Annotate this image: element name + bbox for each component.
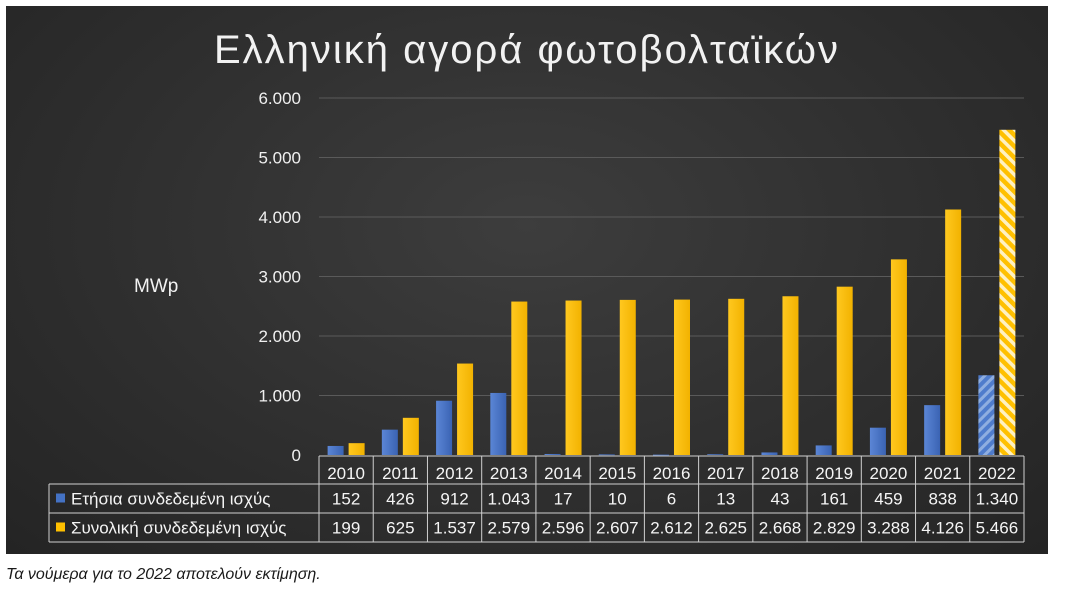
bar-cumulative-2020	[890, 259, 907, 455]
footnote: Τα νούμερα για το 2022 αποτελούν εκτίμησ…	[6, 566, 321, 583]
bar-annual-2013	[490, 392, 507, 455]
y-tick-label: 3.000	[258, 268, 301, 287]
bar-cumulative-2011	[402, 417, 419, 455]
data-label-annual: 459	[874, 490, 902, 509]
data-label-annual: 6	[667, 490, 676, 509]
x-tick-label: 2021	[924, 464, 962, 483]
bar-cumulative-2022	[999, 129, 1016, 455]
chart-panel: 0 1.000 2.000 3.000 4.000 5.000 6.000 2010 2011…	[6, 6, 1048, 554]
data-label-cumulative: 2.607	[596, 519, 639, 538]
bar-cumulative-2019	[836, 286, 853, 455]
x-tick-label: 2020	[870, 464, 908, 483]
legend-swatch	[56, 522, 65, 532]
y-tick-label: 0	[292, 446, 301, 465]
data-label-annual: 17	[554, 490, 573, 509]
bar-annual-2015	[598, 454, 615, 456]
legend-label: Συνολική συνδεδεμένη ισχύς	[71, 519, 287, 538]
bar-annual-2020	[869, 427, 886, 455]
data-label-annual: 10	[608, 490, 627, 509]
x-tick-label: 2016	[653, 464, 691, 483]
bar-annual-2014	[544, 453, 561, 455]
data-label-annual: 1.340	[976, 490, 1019, 509]
bar-annual-2011	[381, 429, 398, 455]
x-tick-label: 2022	[978, 464, 1016, 483]
data-label-cumulative: 4.126	[921, 519, 964, 538]
y-tick-label: 2.000	[258, 327, 301, 346]
data-label-annual: 1.043	[488, 490, 531, 509]
data-label-annual: 838	[928, 490, 956, 509]
bar-annual-2022	[978, 375, 995, 455]
data-label-cumulative: 625	[386, 519, 414, 538]
x-tick-label: 2015	[598, 464, 636, 483]
bar-cumulative-2018	[782, 296, 799, 455]
legend-label: Ετήσια συνδεδεμένη ισχύς	[71, 490, 270, 509]
x-tick-label: 2019	[815, 464, 853, 483]
y-axis-label: MWp	[134, 276, 179, 297]
data-label-annual: 152	[332, 490, 360, 509]
data-label-annual: 43	[771, 490, 790, 509]
x-tick-label: 2013	[490, 464, 528, 483]
x-tick-label: 2012	[436, 464, 474, 483]
data-label-annual: 13	[716, 490, 735, 509]
bar-annual-2012	[436, 400, 453, 455]
data-label-cumulative: 1.537	[433, 519, 476, 538]
bar-cumulative-2010	[348, 443, 365, 455]
x-tick-label: 2018	[761, 464, 799, 483]
data-label-cumulative: 2.668	[759, 519, 802, 538]
bar-annual-2017	[707, 454, 724, 456]
data-label-cumulative: 5.466	[976, 519, 1019, 538]
bar-cumulative-2014	[565, 300, 582, 455]
data-label-annual: 426	[386, 490, 414, 509]
x-tick-label: 2014	[544, 464, 582, 483]
chart-svg: 0 1.000 2.000 3.000 4.000 5.000 6.000 2010 2011…	[48, 89, 1025, 543]
legend-swatch	[56, 493, 65, 503]
bar-annual-2018	[761, 452, 778, 455]
bar-cumulative-2012	[457, 363, 474, 455]
bar-annual-2016	[653, 454, 669, 456]
data-label-annual: 912	[440, 490, 468, 509]
data-label-cumulative: 2.829	[813, 519, 856, 538]
bar-cumulative-2015	[619, 299, 636, 455]
data-label-cumulative: 2.596	[542, 519, 585, 538]
bar-annual-2021	[924, 405, 941, 455]
bar-cumulative-2013	[511, 301, 528, 455]
data-label-annual: 161	[820, 490, 848, 509]
bar-annual-2019	[815, 445, 832, 455]
x-tick-label: 2011	[382, 464, 419, 483]
bar-cumulative-2021	[945, 209, 962, 455]
y-tick-label: 1.000	[258, 387, 301, 406]
bar-cumulative-2017	[728, 298, 745, 455]
x-tick-label: 2010	[327, 464, 365, 483]
data-label-cumulative: 2.612	[650, 519, 693, 538]
x-tick-label: 2017	[707, 464, 745, 483]
chart-title: Ελληνική αγορά φωτοβολταϊκών	[213, 28, 841, 72]
data-label-cumulative: 2.579	[488, 519, 531, 538]
y-tick-label: 6.000	[258, 89, 301, 108]
y-tick-label: 5.000	[258, 149, 301, 168]
data-label-cumulative: 3.288	[867, 519, 910, 538]
data-label-cumulative: 199	[332, 519, 360, 538]
data-label-cumulative: 2.625	[704, 519, 747, 538]
y-tick-label: 4.000	[258, 208, 301, 227]
bar-cumulative-2016	[674, 299, 690, 455]
bar-annual-2010	[327, 445, 344, 455]
